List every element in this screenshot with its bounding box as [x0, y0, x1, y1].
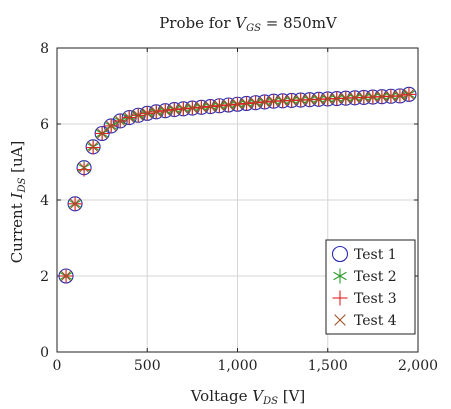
legend-label: Test 2 — [354, 269, 397, 285]
data-points — [58, 86, 417, 284]
x-tick-label: 1,500 — [308, 358, 348, 374]
y-tick-label: 0 — [40, 345, 49, 361]
y-tick-label: 6 — [40, 117, 49, 133]
data-point — [286, 95, 298, 106]
data-point — [123, 112, 135, 123]
data-point — [385, 90, 397, 102]
x-tick-label: 0 — [53, 358, 62, 374]
x-tick-label: 500 — [134, 358, 161, 374]
legend-marker — [332, 290, 348, 306]
legend-entry: Test 3 — [332, 290, 397, 307]
y-tick-label: 2 — [40, 269, 49, 285]
data-point — [214, 100, 225, 112]
legend-label: Test 4 — [354, 313, 397, 329]
x-tick-label: 1,000 — [217, 358, 257, 374]
data-point — [340, 92, 352, 104]
data-point — [141, 107, 153, 119]
legend-entry: Test 4 — [334, 313, 397, 329]
data-point — [358, 91, 370, 103]
data-point — [250, 97, 261, 109]
legend-label: Test 1 — [354, 247, 397, 263]
data-point — [204, 101, 216, 112]
data-point — [69, 198, 81, 210]
data-point — [114, 115, 126, 127]
legend-marker — [333, 268, 347, 284]
data-point — [105, 120, 117, 132]
axis-ticks: 0 500 1,000 1,500 2,000 0 2 4 6 8 — [40, 41, 438, 374]
data-point — [394, 90, 406, 102]
data-point — [367, 91, 379, 103]
data-point — [259, 96, 271, 108]
data-point — [132, 109, 144, 121]
chart-title: Probe for VGS = 850mV — [159, 14, 338, 34]
data-point — [60, 270, 72, 282]
legend-box — [325, 239, 416, 335]
data-point — [150, 106, 162, 118]
legend-entry: Test 1 — [331, 245, 397, 263]
data-point — [77, 162, 92, 177]
data-point — [376, 91, 388, 103]
data-point — [195, 101, 207, 113]
series-test-4 — [60, 88, 415, 282]
data-point — [304, 94, 316, 106]
x-axis-label: Voltage VDS [V] — [190, 387, 306, 407]
data-point — [232, 98, 243, 110]
data-point — [168, 104, 180, 115]
legend: Test 1 Test 2 Test 3 Test 4 — [325, 239, 416, 335]
data-point — [78, 162, 90, 174]
data-point — [87, 141, 99, 153]
y-tick-label: 4 — [40, 193, 49, 209]
data-point — [331, 93, 343, 104]
data-point — [322, 93, 334, 105]
x-tick-label: 2,000 — [398, 358, 438, 374]
data-point — [313, 93, 325, 105]
data-point — [159, 105, 171, 117]
y-axis-label: Current IDS [uA] — [8, 141, 28, 264]
legend-marker — [334, 314, 346, 326]
plot-frame — [56, 47, 419, 353]
data-point — [96, 128, 108, 139]
data-point — [223, 99, 234, 111]
y-tick-label: 8 — [40, 41, 49, 57]
data-point — [349, 92, 361, 104]
data-point — [241, 98, 252, 109]
legend-entry: Test 2 — [333, 268, 397, 285]
data-point — [186, 102, 198, 114]
data-point — [277, 95, 289, 107]
data-point — [403, 88, 415, 100]
legend-label: Test 3 — [354, 291, 397, 307]
data-point — [268, 95, 280, 107]
data-point — [177, 103, 189, 115]
legend-marker — [331, 245, 349, 263]
data-point — [295, 94, 307, 106]
